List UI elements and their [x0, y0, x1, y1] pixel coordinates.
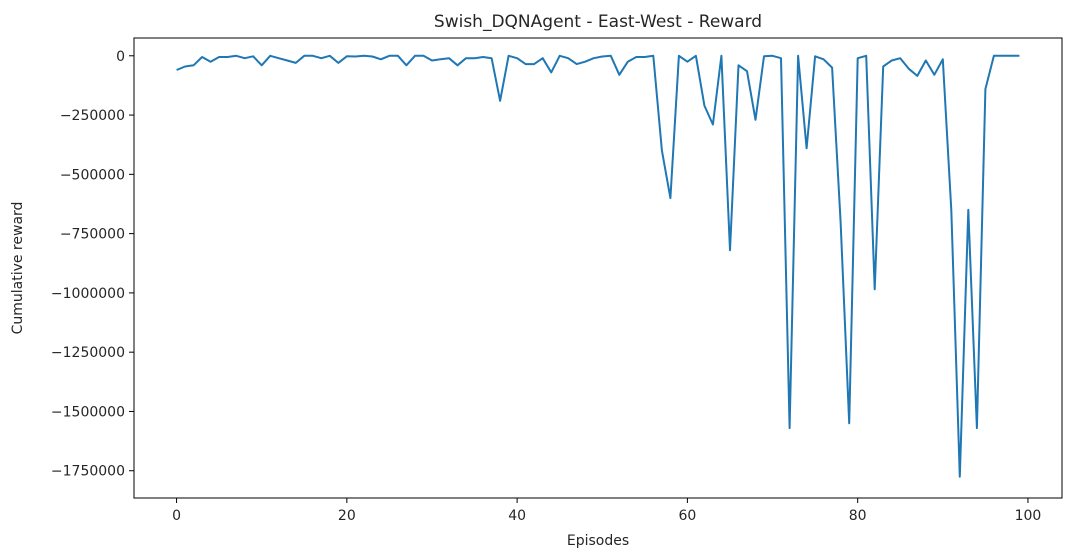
y-tick-label: 0 [116, 49, 125, 65]
y-tick-label: −1250000 [51, 345, 125, 361]
x-tick-label: 40 [508, 508, 526, 524]
y-tick-label: −1000000 [51, 286, 125, 302]
x-tick-label: 0 [172, 508, 181, 524]
x-tick-label: 100 [1015, 508, 1042, 524]
y-axis-ticks: 0 −250000 −500000 −750000 −1000000 −1250000 −1… [51, 49, 134, 480]
y-tick-label: −250000 [60, 108, 125, 124]
x-axis-ticks: 0 20 40 60 80 100 [172, 498, 1041, 524]
y-tick-label: −750000 [60, 227, 125, 243]
x-tick-label: 20 [338, 508, 356, 524]
y-tick-label: −1500000 [51, 404, 125, 420]
plot-frame [133, 37, 1063, 499]
y-axis-label: Cumulative reward [10, 202, 26, 335]
x-tick-label: 60 [678, 508, 696, 524]
x-axis-label: Episodes [567, 533, 629, 549]
chart-title: Swish_DQNAgent - East-West - Reward [434, 12, 762, 32]
y-tick-label: −500000 [60, 167, 125, 183]
x-tick-label: 80 [849, 508, 867, 524]
y-tick-label: −1750000 [51, 464, 125, 480]
series-line [176, 54, 1020, 478]
